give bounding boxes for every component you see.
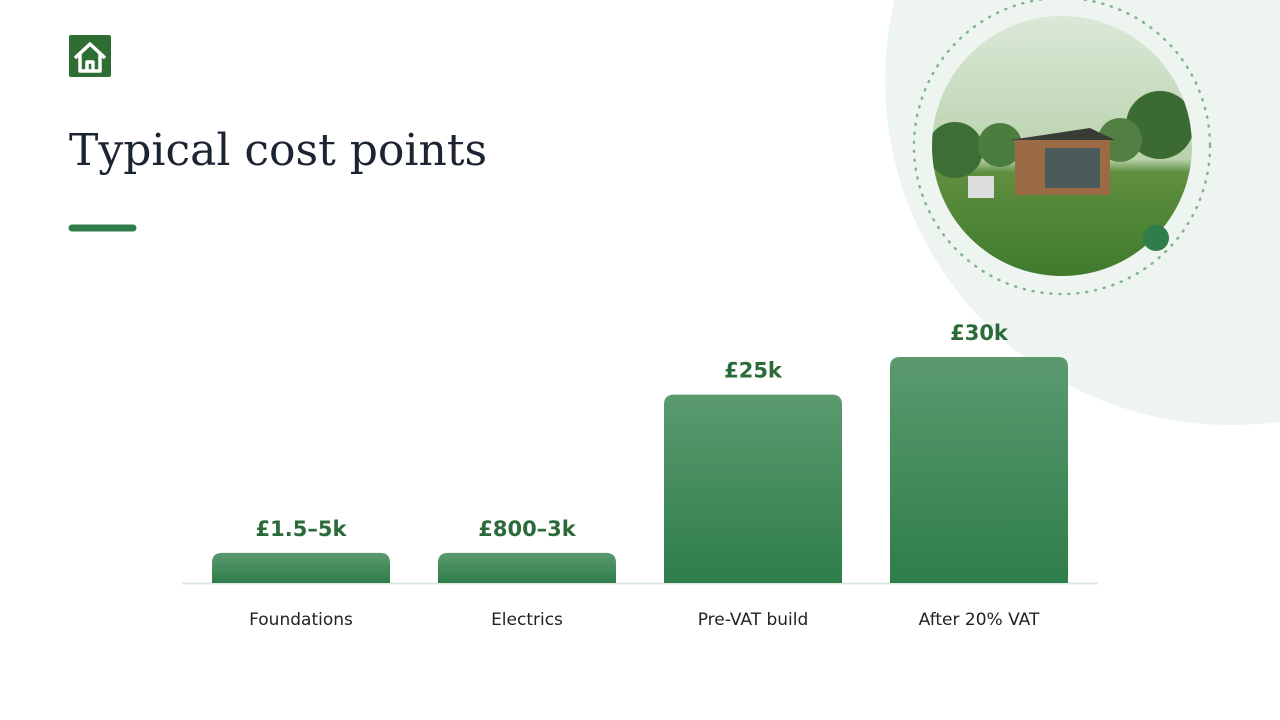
dotted-ring: [912, 0, 1212, 296]
x-tick-label: Electrics: [491, 610, 563, 630]
x-tick-label: Foundations: [249, 610, 353, 630]
logo-house: [73, 42, 107, 73]
value-label: £30k: [950, 321, 1009, 345]
bar: [212, 552, 390, 583]
accent-dot: [1143, 225, 1169, 251]
garden-photo: [932, 16, 1192, 276]
x-tick-label: Pre-VAT build: [698, 610, 809, 630]
bar: [438, 552, 616, 583]
bar: [664, 394, 842, 583]
bar: [890, 357, 1068, 583]
value-label: £1.5–5k: [256, 517, 348, 541]
value-label: £25k: [724, 359, 783, 383]
x-tick-label: After 20% VAT: [919, 610, 1040, 630]
value-label: £800–3k: [478, 517, 577, 541]
chart-title: Typical cost points: [69, 125, 487, 176]
